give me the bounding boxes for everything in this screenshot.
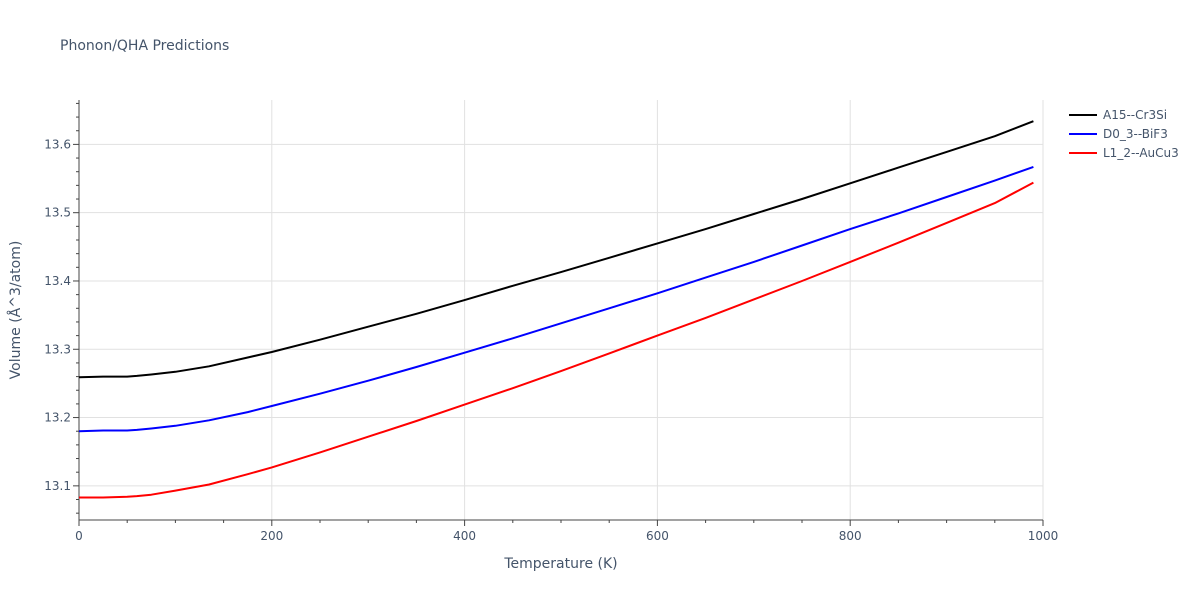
legend-label: L1_2--AuCu3 — [1103, 146, 1179, 160]
chart-title: Phonon/QHA Predictions — [60, 38, 229, 54]
y-tick-label: 13.2 — [44, 411, 71, 425]
axes — [78, 100, 1043, 521]
series-line-l1-2-aucu3[interactable] — [79, 181, 1034, 499]
x-tick-label: 1000 — [1028, 529, 1059, 543]
legend-item[interactable]: A15--Cr3Si — [1069, 108, 1167, 122]
legend-item[interactable]: L1_2--AuCu3 — [1069, 146, 1179, 160]
legend-item[interactable]: D0_3--BiF3 — [1069, 127, 1168, 141]
series-line-a15-cr3si[interactable] — [78, 120, 1034, 379]
y-tick-label: 13.1 — [44, 479, 71, 493]
x-tick-label: 400 — [453, 529, 476, 543]
grid-lines — [79, 100, 1044, 520]
legend-label: A15--Cr3Si — [1103, 108, 1167, 122]
x-axis-title: Temperature (K) — [503, 556, 617, 572]
y-tick-label: 13.3 — [44, 342, 71, 356]
series-lines — [78, 120, 1034, 499]
x-tick-label: 600 — [646, 529, 669, 543]
y-tick-labels: 13.1 13.2 13.3 13.4 13.5 13.6 — [44, 137, 71, 492]
legend-label: D0_3--BiF3 — [1103, 127, 1168, 141]
y-tick-label: 13.6 — [44, 137, 71, 151]
y-tick-label: 13.5 — [44, 206, 71, 220]
legend[interactable]: A15--Cr3Si D0_3--BiF3 L1_2--AuCu3 — [1069, 108, 1179, 160]
x-tick-labels: 0 200 400 600 800 1000 — [75, 529, 1058, 543]
x-tick-label: 800 — [839, 529, 862, 543]
x-tick-label: 0 — [75, 529, 83, 543]
y-tick-label: 13.4 — [44, 274, 71, 288]
y-axis-title: Volume (Å^3/atom) — [7, 241, 24, 380]
series-line-d0-3-bif3[interactable] — [78, 165, 1034, 433]
x-tick-label: 200 — [260, 529, 283, 543]
